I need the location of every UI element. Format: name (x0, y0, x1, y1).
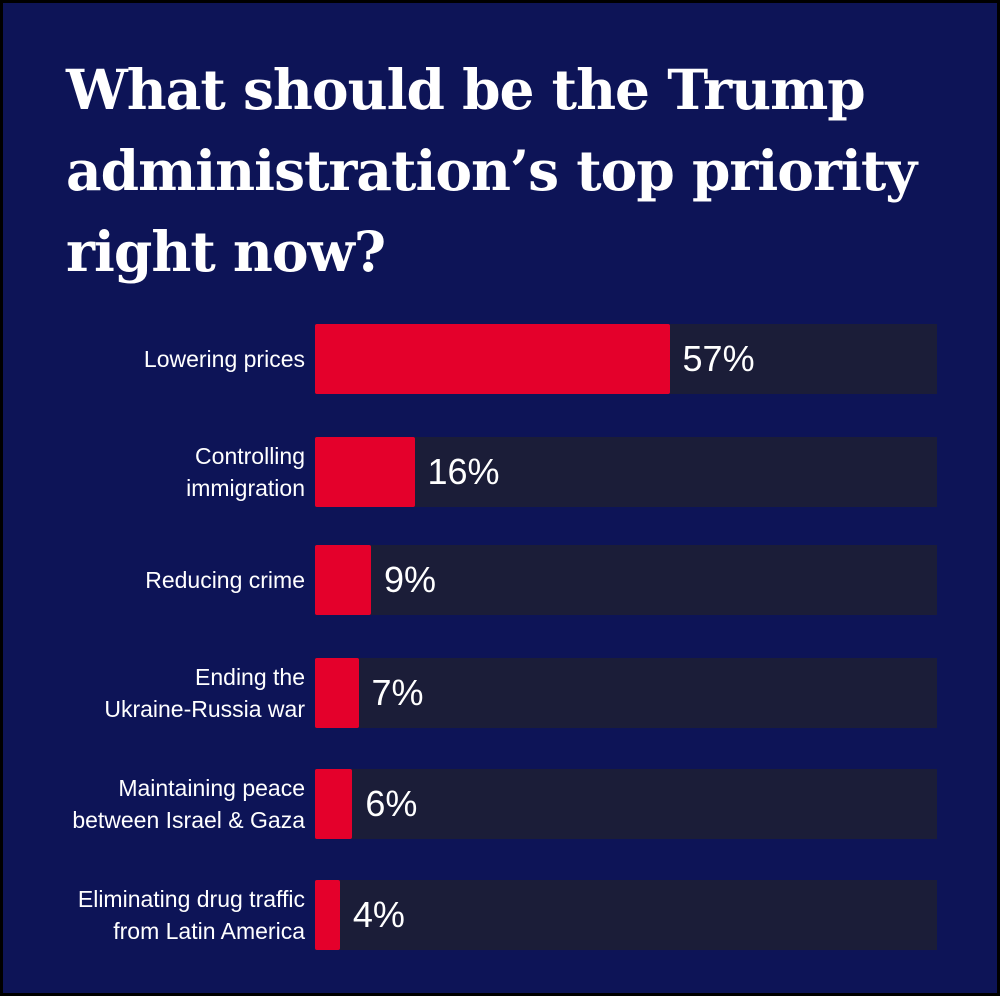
bar-chart: Lowering prices 57% Controlling immigratio… (3, 3, 1000, 999)
data-label: 9% (383, 559, 436, 600)
bar-track (315, 545, 937, 615)
bar (315, 880, 340, 950)
data-label: 7% (371, 672, 424, 713)
data-label: 16% (427, 451, 500, 492)
bar (315, 437, 415, 507)
bar (315, 324, 670, 394)
category-label: Maintaining peace between Israel & Gaza (72, 775, 305, 833)
bar-track (315, 658, 937, 728)
bar-track (315, 324, 937, 394)
bar-track (315, 880, 937, 950)
data-label: 4% (352, 894, 405, 935)
category-label: Ending the Ukraine-Russia war (104, 664, 305, 722)
chart-title: What should be the Trump administration’… (66, 57, 917, 284)
bar-track (315, 437, 937, 507)
bar (315, 545, 371, 615)
category-label: Eliminating drug traffic from Latin Amer… (77, 886, 305, 944)
data-label: 57% (682, 338, 755, 379)
category-label: Controlling immigration (186, 443, 305, 501)
category-label: Reducing crime (145, 567, 305, 593)
bar-track (315, 769, 937, 839)
bar (315, 658, 359, 728)
category-label: Lowering prices (143, 346, 305, 372)
bar (315, 769, 353, 839)
data-label: 6% (365, 783, 418, 824)
